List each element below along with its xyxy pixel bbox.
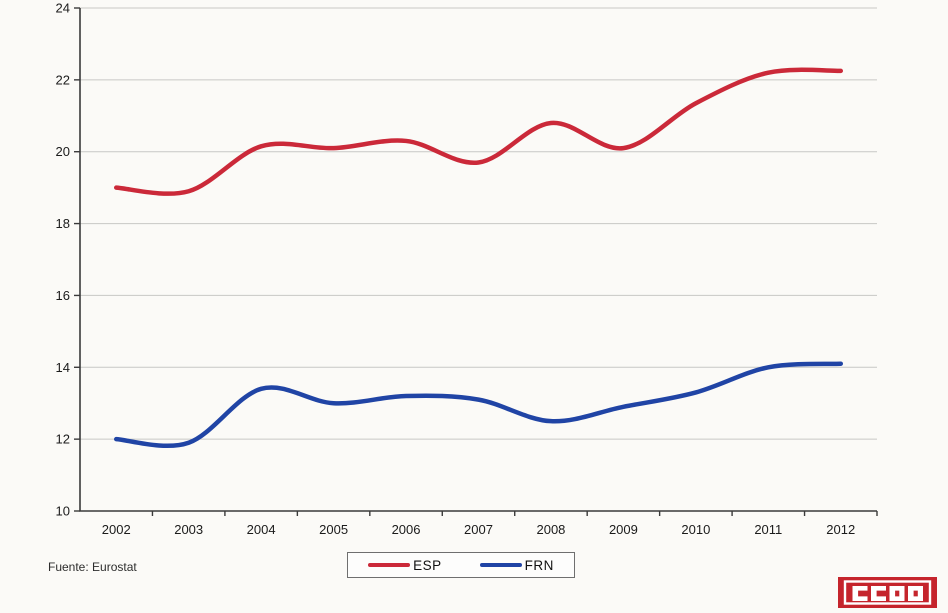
x-tick-label: 2012	[826, 522, 855, 537]
legend-item-esp: ESP	[368, 558, 442, 573]
y-tick-label: 10	[56, 504, 70, 519]
frn-line-swatch-icon	[479, 563, 522, 567]
source-note: Fuente: Eurostat	[48, 560, 137, 574]
series-line-esp	[113, 67, 844, 196]
y-tick-label: 20	[56, 144, 70, 159]
legend-label-frn: FRN	[524, 557, 554, 573]
x-tick-label: 2009	[609, 522, 638, 537]
x-tick-label: 2011	[754, 522, 782, 537]
series-line-frn	[113, 361, 844, 448]
y-tick-label: 18	[56, 216, 70, 231]
y-tick-label: 12	[56, 432, 70, 447]
x-tick-label: 2010	[681, 522, 710, 537]
line-chart: 10 12 14 16 18 20 22 24 2002 2003 2004 2005 2006 2007…	[56, 1, 878, 537]
x-tick-label: 2008	[536, 522, 565, 537]
legend-item-frn: FRN	[479, 557, 554, 573]
esp-line-swatch-icon	[368, 563, 411, 567]
x-tick-label: 2002	[102, 522, 131, 537]
legend-label-esp: ESP	[413, 557, 442, 573]
x-tick-label: 2005	[319, 522, 348, 537]
x-tick-label: 2003	[174, 522, 203, 537]
x-tick-label: 2006	[392, 522, 421, 537]
x-tick-label: 2004	[247, 522, 276, 537]
x-tick-label: 2007	[464, 522, 493, 537]
chart-legend: ESP FRN	[347, 552, 575, 578]
y-tick-label: 16	[56, 288, 70, 303]
ccoo-logo	[838, 577, 937, 608]
y-tick-label: 24	[56, 1, 70, 16]
y-tick-label: 22	[56, 72, 70, 87]
y-tick-label: 14	[56, 360, 70, 375]
